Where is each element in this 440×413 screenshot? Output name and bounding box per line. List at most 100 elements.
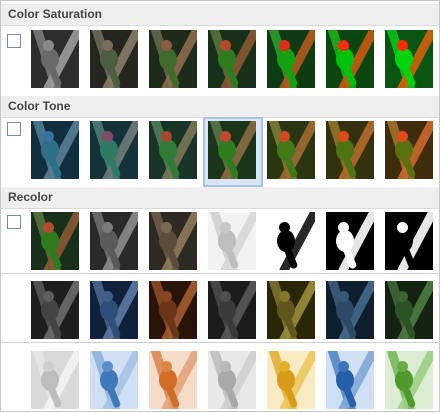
thumbnail[interactable]: [208, 212, 256, 270]
thumbnail[interactable]: [149, 121, 197, 179]
thumbnail[interactable]: [326, 212, 374, 270]
section-header-recolor: Recolor: [1, 187, 439, 209]
bird-head: [338, 131, 349, 142]
thumbnail-image: [385, 281, 433, 339]
bird-head: [43, 40, 54, 51]
thumbnail[interactable]: [149, 351, 197, 409]
thumbnail[interactable]: [31, 30, 79, 88]
thumbnail-image: [90, 281, 138, 339]
thumbnail[interactable]: [326, 281, 374, 339]
thumbnail[interactable]: [31, 281, 79, 339]
thumbnail[interactable]: [208, 281, 256, 339]
bird-head: [43, 361, 54, 372]
bird-head: [279, 222, 290, 233]
thumbnail-image: [208, 212, 256, 270]
thumbnail[interactable]: [208, 30, 256, 88]
bird-head: [338, 40, 349, 51]
thumbnail[interactable]: [90, 30, 138, 88]
thumbnail[interactable]: [267, 351, 315, 409]
thumbnail-image: [385, 121, 433, 179]
thumbnail[interactable]: [149, 281, 197, 339]
bird-body: [336, 139, 354, 161]
bird-head: [397, 40, 408, 51]
thumbnail[interactable]: [385, 351, 433, 409]
bird-head: [102, 291, 113, 302]
thumbnail-image: [149, 212, 197, 270]
thumbnail[interactable]: [385, 121, 433, 179]
bird-body: [336, 230, 354, 252]
thumbnail-image: [31, 351, 79, 409]
bird-head: [102, 40, 113, 51]
bird-body: [100, 299, 118, 321]
thumbnail-image: [90, 351, 138, 409]
section-title: Recolor: [8, 190, 53, 204]
bird-body: [159, 48, 177, 70]
thumbnail-image: [149, 351, 197, 409]
thumbnail[interactable]: [31, 351, 79, 409]
thumbnail-image: [208, 351, 256, 409]
thumbnail[interactable]: [208, 121, 256, 179]
bird-head: [397, 131, 408, 142]
thumbnail[interactable]: [90, 351, 138, 409]
bird-body: [159, 139, 177, 161]
bird-body: [100, 230, 118, 252]
thumbnail-image: [385, 351, 433, 409]
section-header-color-saturation: Color Saturation: [1, 4, 439, 26]
thumbnail-image: [326, 351, 374, 409]
bird-body: [218, 299, 236, 321]
recolor-row: [1, 351, 439, 413]
bird-body: [277, 48, 295, 70]
bird-head: [161, 291, 172, 302]
bird-head: [161, 40, 172, 51]
thumbnail[interactable]: [267, 281, 315, 339]
saturation-options-icon[interactable]: [7, 34, 21, 48]
color-tone-row: [1, 121, 439, 183]
thumbnail-image: [208, 281, 256, 339]
bird-body: [159, 299, 177, 321]
thumbnail-image: [31, 121, 79, 179]
bird-body: [336, 48, 354, 70]
thumbnail[interactable]: [267, 212, 315, 270]
thumbnail-image: [326, 281, 374, 339]
bird-body: [41, 48, 59, 70]
thumbnail[interactable]: [90, 121, 138, 179]
tone-options-icon[interactable]: [7, 122, 21, 136]
thumbnail-image: [149, 121, 197, 179]
bird-head: [43, 131, 54, 142]
thumbnail[interactable]: [149, 30, 197, 88]
thumbnail-image: [31, 212, 79, 270]
bird-body: [218, 139, 236, 161]
bird-head: [279, 40, 290, 51]
thumbnail-image: [149, 30, 197, 88]
recolor-options-icon[interactable]: [7, 215, 21, 229]
bird-head: [338, 361, 349, 372]
thumbnail[interactable]: [385, 30, 433, 88]
thumbnail[interactable]: [90, 281, 138, 339]
thumbnail[interactable]: [385, 281, 433, 339]
thumbnail[interactable]: [149, 212, 197, 270]
thumbnail-image: [208, 30, 256, 88]
thumbnail[interactable]: [267, 30, 315, 88]
thumbnail[interactable]: [326, 351, 374, 409]
bird-body: [218, 230, 236, 252]
thumbnail[interactable]: [31, 121, 79, 179]
thumbnail[interactable]: [90, 212, 138, 270]
bird-head: [220, 361, 231, 372]
section-header-color-tone: Color Tone: [1, 96, 439, 118]
thumbnail-image: [267, 30, 315, 88]
thumbnail-image: [31, 30, 79, 88]
bird-head: [220, 131, 231, 142]
thumbnail[interactable]: [31, 212, 79, 270]
bird-head: [220, 222, 231, 233]
thumbnail[interactable]: [326, 30, 374, 88]
thumbnail[interactable]: [326, 121, 374, 179]
thumbnail-image: [149, 281, 197, 339]
thumbnail[interactable]: [267, 121, 315, 179]
thumbnail-image: [267, 281, 315, 339]
bird-head: [161, 361, 172, 372]
thumbnail-image: [208, 121, 256, 179]
thumbnail[interactable]: [385, 212, 433, 270]
bird-head: [279, 131, 290, 142]
color-saturation-row: [1, 30, 439, 92]
thumbnail[interactable]: [208, 351, 256, 409]
